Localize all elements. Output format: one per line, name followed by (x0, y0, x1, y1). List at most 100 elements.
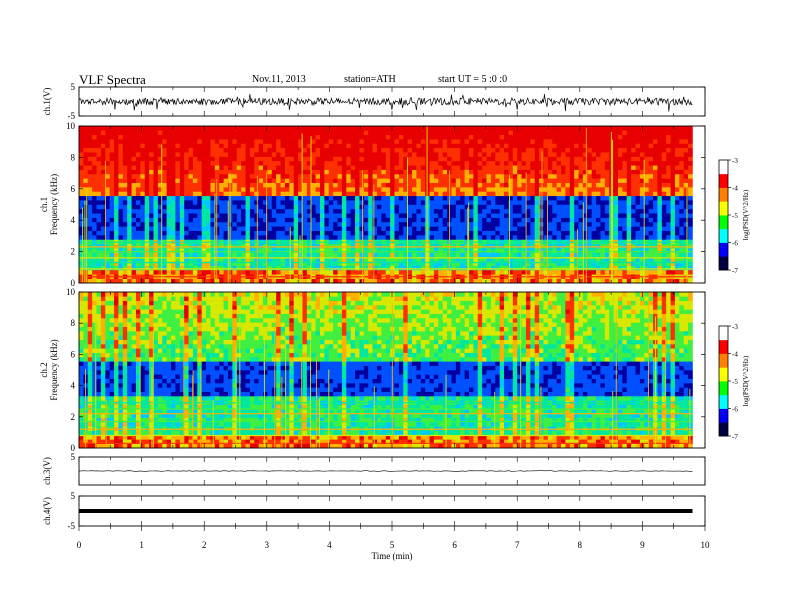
ch1-spectrogram-cell (241, 165, 246, 170)
ch1-spectrogram-cell (346, 169, 351, 175)
ch1-spectrogram-cell (622, 243, 628, 249)
ch1-spectrogram-cell (223, 191, 229, 197)
ch1-spectrogram-cell (171, 278, 176, 284)
ch1-spectrogram-cell (368, 204, 373, 210)
ch1-spectrogram-cell (578, 126, 584, 131)
ch1-spectrogram-cell (565, 269, 571, 275)
ch1-spectrogram-cell (171, 130, 176, 136)
ch1-spectrogram-cell (350, 178, 356, 183)
ch1-spectrogram-cell (302, 169, 308, 175)
ch1-spectrogram-cell (79, 265, 84, 271)
ch1-spectrogram-cell (587, 134, 592, 140)
ch1-spectrogram-cell (267, 160, 273, 166)
ch1-spectrogram-cell (144, 156, 150, 162)
ch1-spectrogram-cell (214, 200, 220, 205)
ch1-spectrogram-cell (403, 147, 408, 153)
ch1-spectrogram-cell (596, 152, 601, 157)
ch1-spectrogram-cell (201, 182, 207, 188)
ch1-spectrogram-cell (363, 152, 369, 157)
ch1-spectrogram-cell (569, 182, 575, 188)
ch1-spectrogram-cell (398, 221, 404, 227)
ch1-spectrogram-cell (372, 143, 378, 149)
ch1-spectrogram-cell (245, 152, 251, 157)
ch1-spectrogram-cell (249, 278, 255, 284)
ch1-spectrogram-cell (639, 204, 645, 210)
ch1-spectrogram-cell (556, 265, 562, 271)
ch1-spectrogram-cell (539, 252, 544, 258)
ch1-spectrogram-cell (464, 248, 470, 253)
ch1-spectrogram-cell (683, 213, 689, 218)
ch1-spectrogram-cell (363, 243, 369, 249)
ch1-spectrogram-cell (433, 269, 439, 275)
ch1-spectrogram-cell (635, 130, 641, 136)
ch1-spectrogram-cell (644, 143, 649, 149)
ch1-spectrogram-cell (442, 235, 448, 240)
ch1-spectrogram-cell (144, 269, 150, 275)
ch1-spectrogram-cell (578, 204, 584, 210)
ch1-spectrogram-cell (499, 243, 505, 249)
ch1-spectrogram-cell (635, 182, 641, 188)
ch1-spectrogram-cell (337, 256, 343, 262)
ch1-spectrogram-cell (617, 156, 623, 162)
ch1-spectrogram-cell (232, 134, 238, 140)
ch1-spectrogram-cell (162, 173, 167, 179)
ch1-spectrogram-cell (512, 147, 518, 153)
ch1-spectrogram-cell (315, 195, 321, 201)
ch1-spectrogram-cell (530, 235, 536, 240)
ch1-spectrogram-cell (276, 261, 281, 266)
ch1-spectrogram-cell (214, 178, 220, 183)
ch1-spectrogram-cell (149, 187, 154, 192)
ch1-spectrogram-cell (578, 152, 584, 157)
ch1-spectrogram-cell (79, 143, 84, 149)
ch1-spectrogram-cell (320, 252, 325, 258)
ch1-spectrogram-cell (188, 221, 194, 227)
ch1-spectrogram-cell (425, 243, 430, 249)
ch1-spectrogram-cell (153, 143, 159, 149)
ch1-spectrogram-cell (469, 269, 474, 275)
ch1-spectrogram-cell (368, 213, 373, 218)
ch1-spectrogram-cell (644, 169, 649, 175)
ch1-spectrogram-cell (140, 252, 146, 258)
ch1-spectrogram-cell (267, 165, 273, 170)
ch1-spectrogram-cell (525, 156, 531, 162)
ch1-spectrogram-cell (556, 248, 562, 253)
ch1-spectrogram-cell (376, 261, 382, 266)
ch1-spectrogram-cell (547, 204, 553, 210)
ch1-spectrogram-cell (333, 152, 338, 157)
ch1-spectrogram-cell (219, 217, 224, 223)
ch1-spectrogram-cell (416, 278, 422, 284)
ch1-spectrogram-cell (670, 187, 676, 192)
ch1-spectrogram-cell (96, 165, 102, 170)
ch1-spectrogram-cell (350, 126, 356, 131)
ch1-spectrogram-cell (604, 139, 610, 144)
ch1-spectrogram-cell (582, 182, 588, 188)
ch1-spectrogram-cell (184, 173, 189, 179)
ch1-spectrogram-cell (341, 208, 347, 214)
ch1-spectrogram-cell (162, 256, 167, 262)
ch1-spectrogram-cell (135, 191, 141, 197)
ch1-spectrogram-cell (429, 143, 435, 149)
ch1-spectrogram-cell (534, 191, 540, 197)
ch1-spectrogram-cell (569, 195, 575, 201)
ch1-spectrogram-cell (302, 178, 308, 183)
ch1-spectrogram-cell (547, 195, 553, 201)
ch1-spectrogram-cell (109, 204, 115, 210)
ch1-spectrogram-cell (153, 230, 159, 236)
ch1-spectrogram-cell (495, 269, 500, 275)
ch1-spectrogram-cell (622, 147, 628, 153)
ch1-spectrogram-cell (574, 278, 579, 284)
ch1-spectrogram-cell (648, 217, 654, 223)
ch1-spectrogram-cell (569, 173, 575, 179)
ch1-spectrogram-cell (188, 152, 194, 157)
ch1-spectrogram-cell (639, 248, 645, 253)
ch1-spectrogram-cell (140, 204, 146, 210)
ch1-spectrogram-cell (644, 230, 649, 236)
ch1-spectrogram-cell (556, 204, 562, 210)
ch1-spectrogram-cell (385, 204, 391, 210)
ch1-spectrogram-cell (100, 261, 106, 266)
ch1-spectrogram-cell (306, 252, 312, 258)
ch1-spectrogram-cell (241, 139, 246, 144)
ch1-spectrogram-cell (425, 256, 430, 262)
ch1-spectrogram-cell (512, 208, 518, 214)
ch1-spectrogram-cell (359, 278, 365, 284)
